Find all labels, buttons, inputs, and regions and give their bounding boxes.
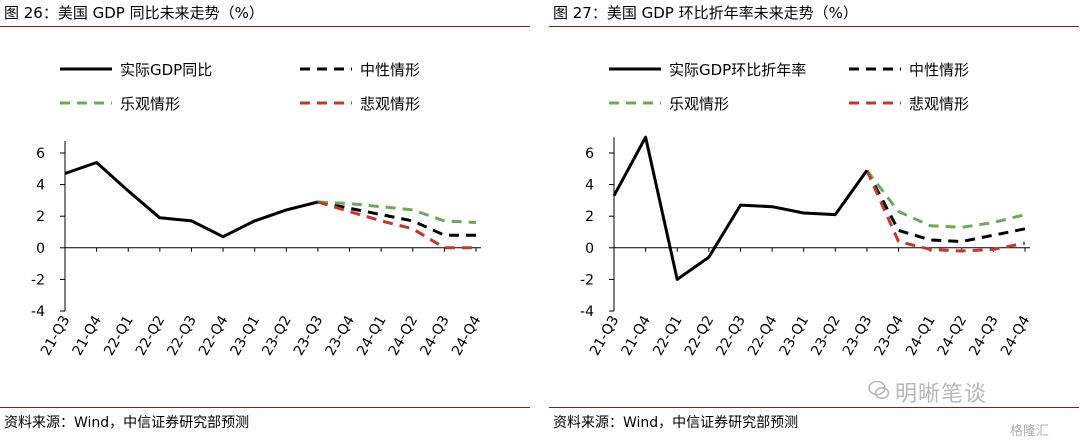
figure-title: 图 27：美国 GDP 环比折年率未来走势（%） xyxy=(553,4,858,22)
series-line-2 xyxy=(317,200,477,224)
series-line-0 xyxy=(612,135,869,281)
series-line-3 xyxy=(865,169,1026,253)
legend-label-0: 实际GDP环比折年率 xyxy=(669,61,806,79)
legend-label-1: 中性情形 xyxy=(360,61,420,79)
series-line-1 xyxy=(317,200,476,237)
x-tick-label: 23-Q1 xyxy=(777,313,813,359)
x-tick-label: 23-Q3 xyxy=(291,313,327,359)
source-divider xyxy=(0,407,530,408)
x-tick-label: 23-Q1 xyxy=(228,313,264,359)
x-tick-label: 24-Q3 xyxy=(966,313,1002,359)
x-tick-label: 23-Q4 xyxy=(871,313,907,359)
x-tick-label: 23-Q4 xyxy=(322,313,358,359)
x-tick-label: 24-Q2 xyxy=(386,313,422,359)
y-tick-label: 0 xyxy=(36,241,45,257)
wechat-icon xyxy=(868,380,890,399)
x-tick-label: 24-Q1 xyxy=(903,313,939,359)
y-tick-label: 4 xyxy=(585,178,594,194)
source-divider xyxy=(549,407,1079,408)
x-tick-label: 24-Q4 xyxy=(449,313,485,359)
x-tick-label: 23-Q3 xyxy=(840,313,876,359)
x-tick-label: 22-Q4 xyxy=(745,313,781,359)
x-tick-label: 22-Q3 xyxy=(164,313,200,359)
x-tick-label: 22-Q2 xyxy=(682,313,718,359)
y-tick-label: -4 xyxy=(31,304,45,320)
x-tick-label: 24-Q2 xyxy=(935,313,971,359)
x-tick-label: 22-Q1 xyxy=(101,313,137,359)
legend-label-1: 中性情形 xyxy=(909,61,969,79)
x-tick-label: 23-Q2 xyxy=(808,313,844,359)
x-tick-label: 22-Q4 xyxy=(196,313,232,359)
series-line-2 xyxy=(865,169,1026,229)
legend-label-3: 悲观情形 xyxy=(909,95,969,113)
watermark-text: 明晰笔谈 xyxy=(895,382,988,407)
legend-label-2: 乐观情形 xyxy=(669,95,729,113)
series-line-3 xyxy=(317,200,476,250)
y-tick-label: 2 xyxy=(36,209,45,225)
y-tick-label: -2 xyxy=(31,272,45,288)
x-tick-label: 22-Q1 xyxy=(650,313,686,359)
x-tick-label: 24-Q4 xyxy=(998,313,1034,359)
y-tick-label: 2 xyxy=(585,209,594,225)
source-note: 资料来源：Wind，中信证券研究部预测 xyxy=(553,415,799,431)
series-line-0 xyxy=(64,161,319,239)
chart-panel-gdp-qoq-annualized: 图 27：美国 GDP 环比折年率未来走势（%） 实际GDP环比折年率 中性情形乐… xyxy=(549,0,1079,444)
figure-title: 图 26：美国 GDP 同比未来走势（%） xyxy=(4,4,264,22)
y-tick-label: 4 xyxy=(36,178,45,194)
x-tick-label: 24-Q3 xyxy=(417,313,453,359)
y-tick-label: -2 xyxy=(580,272,594,288)
x-tick-label: 23-Q2 xyxy=(259,313,295,359)
y-tick-label: 6 xyxy=(36,146,45,162)
x-tick-label: 22-Q3 xyxy=(713,313,749,359)
x-tick-label: 24-Q1 xyxy=(354,313,390,359)
y-tick-label: 6 xyxy=(585,146,594,162)
source-note: 资料来源：Wind，中信证券研究部预测 xyxy=(4,415,250,431)
x-tick-label: 21-Q4 xyxy=(70,313,106,359)
y-tick-label: 0 xyxy=(585,241,594,257)
brand-watermark: 格隆汇 xyxy=(1010,424,1050,439)
title-divider xyxy=(0,26,530,27)
legend-label-3: 悲观情形 xyxy=(360,95,420,113)
series-line-1 xyxy=(865,169,1026,243)
legend-label-2: 乐观情形 xyxy=(120,95,180,113)
x-tick-label: 22-Q2 xyxy=(133,313,169,359)
y-tick-label: -4 xyxy=(580,304,594,320)
chart-panel-gdp-yoy: 图 26：美国 GDP 同比未来走势（%） 实际GDP同比 中性情形乐观情形 悲观情… xyxy=(0,0,530,444)
x-tick-label: 21-Q4 xyxy=(619,313,655,359)
title-divider xyxy=(549,26,1079,27)
legend-label-0: 实际GDP同比 xyxy=(120,61,212,79)
